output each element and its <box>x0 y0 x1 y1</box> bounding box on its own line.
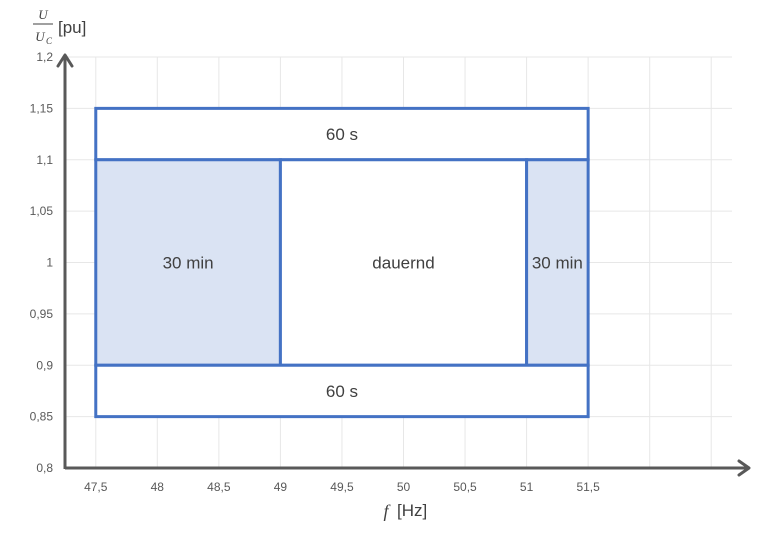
operating-regions: 60 s 30 min dauernd 30 min 60 s <box>94 106 590 419</box>
x-tick-label: 51 <box>520 480 534 494</box>
x-tick-label: 50 <box>397 480 411 494</box>
y-axis-label: U U C [pu] <box>33 7 86 46</box>
region-3 <box>278 158 529 367</box>
tick-labels: 47,5 48 48,5 49 49,5 50 50,5 51 51,5 0,8 0,85 0,9 0,… <box>30 50 600 494</box>
x-tick-label: 50,5 <box>453 480 477 494</box>
y-label-denominator-subscript: C <box>46 36 53 46</box>
y-tick-label: 1,1 <box>36 153 53 167</box>
y-tick-label: 1,2 <box>36 50 53 64</box>
region-2 <box>94 158 282 367</box>
x-tick-label: 47,5 <box>84 480 108 494</box>
y-tick-label: 0,8 <box>36 461 53 475</box>
region-4 <box>525 158 590 367</box>
y-tick-label: 0,9 <box>36 358 53 372</box>
x-label-symbol: f <box>383 501 391 521</box>
region-label-5: 60 s <box>326 382 358 401</box>
region-label-4: 30 min <box>532 254 583 273</box>
x-tick-label: 48,5 <box>207 480 231 494</box>
y-tick-label: 1,15 <box>30 101 54 115</box>
y-label-denominator: U <box>35 29 46 44</box>
y-tick-label: 0,85 <box>30 410 54 424</box>
y-tick-label: 1 <box>46 256 53 270</box>
region-label-1: 60 s <box>326 125 358 144</box>
region-5 <box>94 363 590 419</box>
x-axis-arrow-icon <box>737 459 751 477</box>
y-label-numerator: U <box>38 7 49 22</box>
y-tick-label: 1,05 <box>30 204 54 218</box>
region-label-3: dauernd <box>372 254 434 273</box>
region-label-2: 30 min <box>163 254 214 273</box>
y-tick-label: 0,95 <box>30 307 54 321</box>
x-tick-label: 51,5 <box>576 480 600 494</box>
x-label-unit: [Hz] <box>397 501 427 520</box>
x-axis-label: f [Hz] <box>383 501 427 521</box>
axes <box>56 53 751 477</box>
y-label-unit: [pu] <box>58 18 86 37</box>
y-axis-arrow-icon <box>56 53 74 68</box>
x-tick-label: 48 <box>151 480 165 494</box>
x-tick-label: 49,5 <box>330 480 354 494</box>
x-tick-label: 49 <box>274 480 288 494</box>
